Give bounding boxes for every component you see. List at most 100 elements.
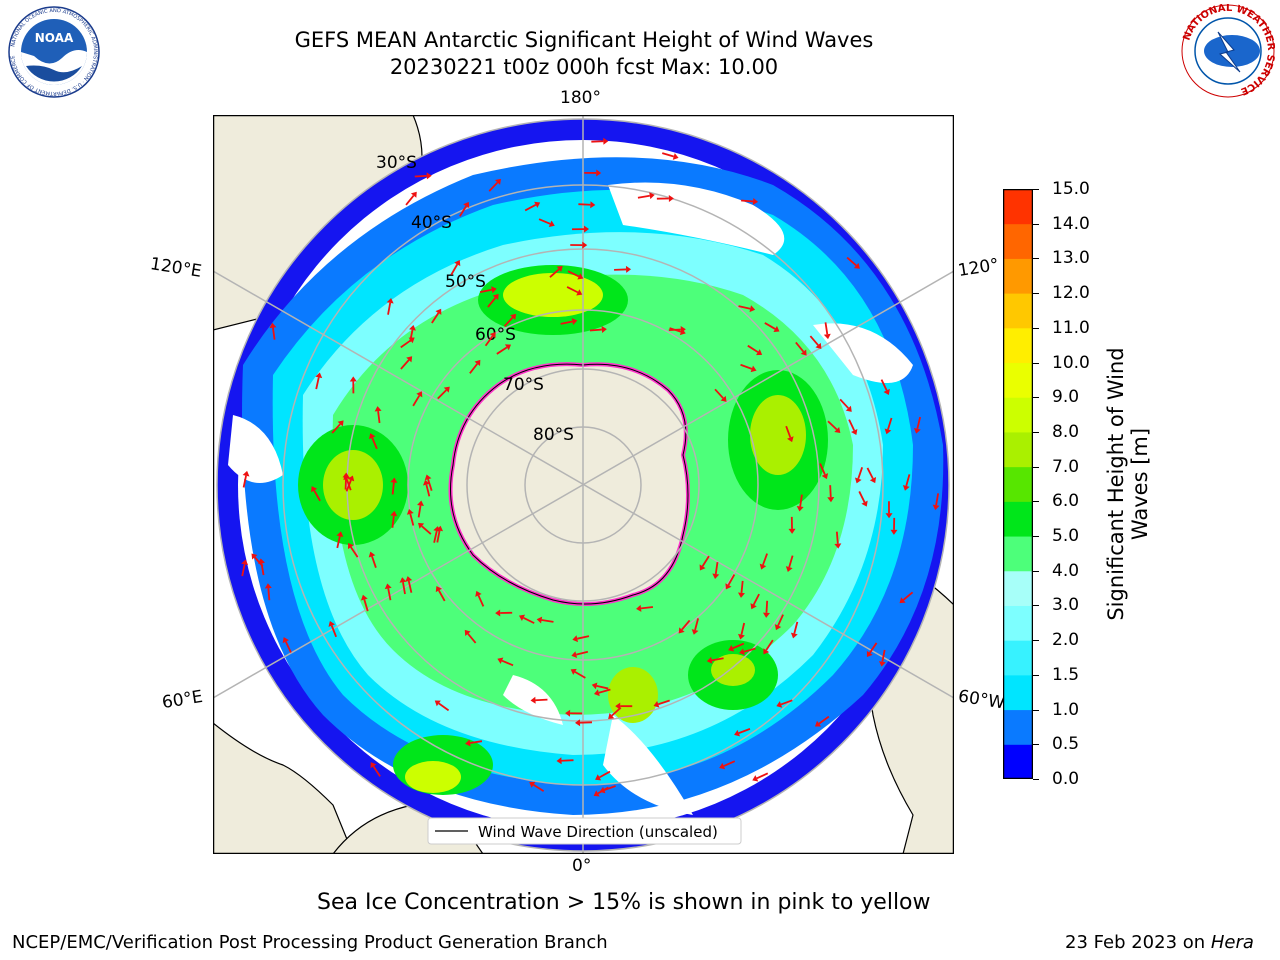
direction-arrow	[272, 327, 276, 340]
colorbar-tick-label: 6.0	[1052, 491, 1080, 512]
direction-arrow-head	[577, 273, 584, 280]
colorbar-segment	[1003, 466, 1033, 502]
wind-direction-arrows	[241, 137, 940, 797]
direction-arrow-head	[774, 624, 782, 631]
direction-arrow	[437, 389, 447, 400]
direction-arrow	[414, 175, 427, 178]
direction-arrow-head	[593, 790, 600, 797]
direction-arrow-head	[368, 551, 376, 558]
direction-arrow	[762, 553, 768, 566]
colorbar-tick-label: 1.0	[1052, 699, 1080, 720]
direction-arrow-head	[869, 477, 877, 484]
direction-arrow	[578, 203, 591, 206]
direction-arrow-head	[529, 781, 536, 788]
direction-arrow	[574, 671, 586, 679]
direction-arrow-head	[738, 633, 745, 640]
direction-arrow-head	[787, 436, 794, 443]
direction-arrow	[765, 639, 774, 651]
direction-arrow-head	[720, 395, 727, 402]
direction-arrow	[577, 635, 590, 640]
direction-arrow-head	[800, 349, 807, 356]
direction-arrow	[640, 606, 654, 610]
direction-arrow-head	[489, 332, 496, 339]
direction-arrow-head	[932, 504, 940, 511]
direction-arrow	[809, 335, 819, 346]
direction-arrow-head	[750, 365, 757, 373]
direction-arrow-head	[737, 592, 745, 598]
direction-arrow	[549, 268, 560, 278]
colorbar-segment	[1003, 431, 1033, 468]
direction-arrow	[469, 363, 478, 374]
direction-arrow	[377, 411, 381, 424]
colorbar-tick-mark	[1033, 501, 1039, 503]
direction-arrow-head	[884, 428, 892, 435]
colorbar-segment	[1003, 189, 1033, 225]
direction-arrow	[561, 759, 574, 762]
direction-arrow-head	[399, 577, 407, 583]
direction-arrow-head	[406, 509, 414, 515]
direction-arrow-head	[491, 286, 497, 294]
colorbar-tick-mark	[1033, 258, 1039, 260]
colorbar-tick-label: 4.0	[1052, 560, 1080, 581]
direction-arrow-head	[347, 542, 354, 550]
direction-arrow-head	[518, 614, 526, 621]
direction-arrow-head	[821, 473, 829, 480]
direction-arrow-head	[763, 648, 770, 655]
direction-arrow-head	[678, 627, 685, 634]
direction-arrow-head	[699, 564, 706, 571]
direction-arrow	[661, 152, 675, 158]
direction-arrow-head	[590, 201, 596, 209]
direction-arrow	[331, 423, 341, 434]
direction-arrow	[535, 698, 548, 702]
direction-arrow-head	[636, 604, 642, 612]
direction-arrow-head	[749, 305, 756, 313]
direction-arrow-head	[282, 637, 289, 644]
direction-arrow-head	[752, 775, 759, 782]
direction-arrow-head	[576, 289, 583, 296]
direction-arrow	[387, 588, 392, 601]
colorbar-tick-mark	[1033, 674, 1039, 676]
direction-arrow-head	[902, 484, 910, 491]
direction-arrow-head	[653, 700, 660, 708]
colorbar-tick-label: 7.0	[1052, 456, 1080, 477]
direction-arrow-head	[492, 293, 499, 300]
map-border	[213, 115, 954, 854]
direction-arrow	[363, 599, 369, 612]
direction-arrow-head	[890, 529, 898, 535]
colorbar-segment	[1003, 605, 1033, 641]
lon-label-lower-right: 60°W	[956, 686, 1007, 714]
direction-arrow-head	[845, 405, 852, 412]
direction-arrow	[916, 416, 922, 429]
direction-arrow	[857, 467, 864, 479]
direction-arrow	[880, 379, 888, 391]
direction-arrow-head	[752, 197, 759, 205]
colorbar-tick-label: 11.0	[1052, 317, 1090, 338]
direction-arrow	[409, 513, 415, 526]
colorbar-segment	[1003, 362, 1033, 398]
direction-arrow-head	[328, 620, 335, 627]
direction-arrow-head	[571, 651, 578, 659]
direction-arrow-head	[712, 573, 720, 579]
colorbar-segment	[1003, 536, 1033, 572]
direction-arrow-head	[436, 525, 444, 532]
direction-arrow-head	[582, 241, 588, 249]
colorbar-tick-mark	[1033, 189, 1039, 190]
direction-arrow-head	[474, 359, 481, 366]
colorbar-segment	[1003, 397, 1033, 433]
colorbar-tick-label: 8.0	[1052, 421, 1080, 442]
colorbar-tick-mark	[1033, 570, 1039, 572]
direction-arrow	[738, 728, 751, 734]
colorbar-tick-mark	[1033, 640, 1039, 642]
direction-arrow	[727, 574, 736, 586]
direction-arrow-head	[596, 169, 602, 177]
direction-arrow	[819, 463, 826, 475]
colorbar-tick-label: 12.0	[1052, 283, 1090, 304]
direction-arrow-head	[435, 586, 442, 593]
direction-arrow-head	[776, 701, 783, 708]
direction-arrow	[350, 546, 359, 558]
direction-arrow-head	[465, 739, 471, 747]
colorbar-tick-mark	[1033, 744, 1039, 746]
direction-arrow	[846, 256, 857, 267]
colorbar-tick-mark	[1033, 466, 1039, 468]
direction-arrow-head	[405, 576, 413, 582]
